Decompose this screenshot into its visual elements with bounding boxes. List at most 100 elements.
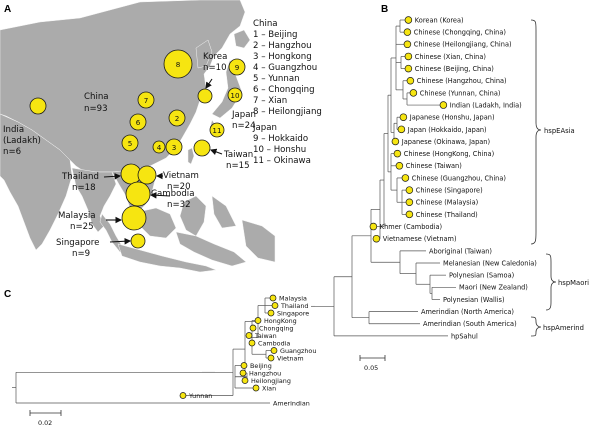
region-count-singapore: n=9 <box>72 249 90 259</box>
panel-b-letter: B <box>381 4 388 15</box>
leaf-marker <box>369 222 378 231</box>
leaf-label: Guangzhou <box>280 347 316 355</box>
sample-circle <box>209 122 225 138</box>
leaf-label: Chinese (Beijing, China) <box>415 65 494 73</box>
tree-c: MalaysiaThailandSingaporeHongKongChongqi… <box>12 294 316 407</box>
panel-c-letter: C <box>4 289 11 300</box>
circle-number: 5 <box>128 139 133 148</box>
arrow-cambodia <box>149 191 171 199</box>
leaf-label: Chinese (Chongqing, China) <box>414 29 506 37</box>
circle-number: 8 <box>176 60 181 69</box>
legend-china-item: 1 – Beijing <box>253 30 297 40</box>
leaf-label: Singapore <box>277 309 309 317</box>
leaf-marker <box>399 113 408 121</box>
circle-number: 9 <box>235 63 240 72</box>
leaf-label: Polynesian (Samoa) <box>449 272 514 280</box>
leaf-label: Chinese (Taiwan) <box>406 162 462 170</box>
group-brackets: hspEAsia hspMaori hspAmerind <box>530 19 589 337</box>
region-count-thailand: n=18 <box>72 183 96 193</box>
circle-number: 11 <box>212 126 221 135</box>
region-label-vietnam: Vietnam <box>163 171 199 181</box>
leaf-marker <box>405 198 414 207</box>
leaf-label: Chinese (Thailand) <box>416 211 478 219</box>
leaf-label: Japanese (Okinawa, Japan) <box>401 138 490 146</box>
sample-circle-cambodia <box>125 181 151 207</box>
sample-circle <box>121 134 139 152</box>
sample-circle-malaysia <box>121 205 147 231</box>
sample-circle-singapore <box>130 233 146 249</box>
legend-japan-head: Japan <box>252 123 277 133</box>
panel-b: B Korean (Korea) Chinese (Chongqing, Chin… <box>311 4 589 372</box>
bracket-maori <box>545 253 557 311</box>
region-label-taiwan: Taiwan <box>223 150 253 160</box>
region-count-taiwan: n=15 <box>226 161 250 171</box>
legend-china-item: 7 – Xian <box>253 96 287 106</box>
circle-number: 4 <box>157 143 162 152</box>
circle-number: 7 <box>144 96 149 105</box>
panel-a-letter: A <box>4 4 11 15</box>
region-sublabel-india: (Ladakh) <box>3 136 41 146</box>
leaf-label: Amerindian (North America) <box>421 308 514 316</box>
leaf-marker <box>403 40 412 49</box>
leaf-label: Khmer (Cambodia) <box>380 223 442 231</box>
leaf-marker <box>401 174 410 182</box>
leaf-label: Hangzhou <box>249 369 281 377</box>
tree-b: Korean (Korea) Chinese (Chongqing, China)… <box>311 16 537 340</box>
scale-bar-c: 0.02 <box>29 410 62 427</box>
leaf-marker <box>267 309 275 317</box>
leaf-label: Vietnam <box>277 354 304 362</box>
leaf-marker <box>404 52 413 61</box>
leaf-label: Chinese (Hangzhou, China) <box>417 77 507 85</box>
sample-circle <box>228 58 246 76</box>
region-count-cambodia: n=32 <box>167 200 191 210</box>
leaf-marker <box>240 362 248 369</box>
leaf-label: hpSahul <box>451 332 478 340</box>
leaf-label: Chongqing <box>259 324 293 332</box>
leaf-label: Thailand <box>280 302 308 310</box>
scale-bar-b: 0.05 <box>359 355 386 372</box>
leaf-marker <box>406 76 415 85</box>
sample-circle-vietnam <box>137 165 157 185</box>
leaf-label: Amerindian <box>273 399 310 407</box>
sample-circles: 8 9 10 11 7 2 6 5 4 3 <box>29 49 246 249</box>
leaf-marker <box>403 28 412 36</box>
leaf-marker <box>271 302 279 309</box>
leaf-label: Malaysia <box>279 294 307 302</box>
region-label-korea: Korea <box>203 52 227 62</box>
circle-number: 10 <box>230 91 240 100</box>
leaf-marker <box>391 137 400 146</box>
leaf-label: Yunnan <box>188 392 212 400</box>
leaf-marker <box>439 101 448 109</box>
region-count-japan: n=24 <box>232 121 256 131</box>
scale-label-c: 0.02 <box>38 419 52 427</box>
sample-circle-taiwan <box>193 139 211 157</box>
arrow-singapore <box>109 237 132 245</box>
leaf-label: Beijing <box>250 362 272 370</box>
region-count-vietnam: n=20 <box>167 182 191 192</box>
region-labels: China n=93 Korea n=10 Japan n=24 India (… <box>3 52 256 259</box>
sample-circle <box>137 91 155 109</box>
region-label-malaysia: Malaysia <box>58 211 96 221</box>
circle-number: 2 <box>175 114 180 123</box>
legend-china-head: China <box>253 19 278 29</box>
leaf-marker <box>404 64 413 73</box>
leaf-label: Maori (New Zealand) <box>459 284 528 292</box>
leaf-marker <box>239 369 247 377</box>
leaf-label: Melanesian (New Caledonia) <box>443 259 537 267</box>
sample-circle <box>163 49 193 79</box>
leaf-marker <box>409 89 418 97</box>
arrow-taiwan <box>209 148 223 155</box>
sample-circle <box>168 109 186 127</box>
leaf-marker <box>252 384 260 392</box>
region-label-india: India <box>3 125 24 135</box>
region-count-korea: n=10 <box>203 63 227 73</box>
arrow-korea <box>205 78 213 89</box>
legend-china-item: 6 – Chongqing <box>253 85 315 95</box>
sample-circle <box>129 113 147 131</box>
leaf-label: Japanese (Honshu, Japan) <box>409 114 495 122</box>
group-label-eastasia: hspEAsia <box>544 127 575 135</box>
scale-label-b: 0.05 <box>364 364 378 372</box>
leaf-marker <box>248 339 256 347</box>
legend-china-item: 8 – Heilongjiang <box>253 107 322 117</box>
leaf-label: Chinese (Xian, China) <box>415 53 486 61</box>
